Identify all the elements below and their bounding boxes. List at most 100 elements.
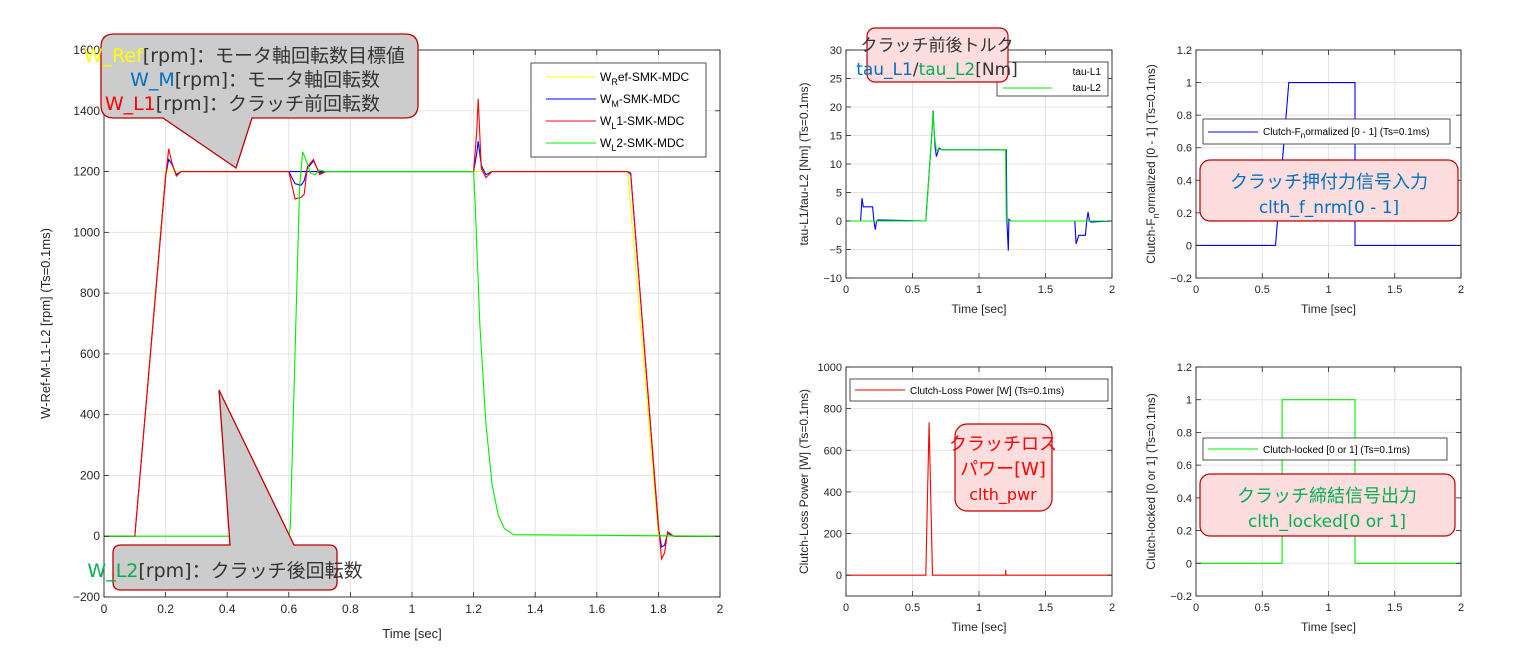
callout-motor-speeds: W_Ref[rpm]：モータ軸回転数目標値 W_M[rpm]：モータ軸回転数 W… xyxy=(84,33,419,170)
torque-x-axis-label: Time [sec] xyxy=(952,302,1007,316)
label-w-l1: W_L1 xyxy=(105,93,156,115)
force-legend: Clutch-Fnormalized [0 - 1] (Ts=0.1ms) xyxy=(1202,118,1451,145)
svg-text:0: 0 xyxy=(93,529,100,543)
svg-text:0: 0 xyxy=(843,284,849,296)
svg-text:2: 2 xyxy=(1109,284,1115,296)
legend-item-w-m: WM-SMK-MDC xyxy=(546,92,680,109)
svg-text:1: 1 xyxy=(1186,78,1192,90)
main-plot-lines xyxy=(104,98,721,561)
svg-text:0: 0 xyxy=(836,570,842,582)
force-plot-lines xyxy=(1196,82,1461,246)
series-line xyxy=(846,112,1112,222)
svg-text:クラッチ締結信号出力: クラッチ締結信号出力 xyxy=(1237,486,1417,507)
svg-text:1: 1 xyxy=(1186,395,1192,407)
svg-text:クラッチ前後トルク: クラッチ前後トルク xyxy=(861,36,1014,56)
svg-text:1: 1 xyxy=(976,284,982,296)
legend-item-tau-l1: tau-L1 xyxy=(1073,67,1102,78)
force-axis-ticks: 0 0.5 1 1.5 2−0.200.20.40.60.811.2 xyxy=(1170,45,1464,296)
svg-text:0: 0 xyxy=(101,602,108,616)
legend-item-locked: Clutch-locked [0 or 1] (Ts=0.1ms) xyxy=(1263,445,1410,456)
svg-text:W_L1[rpm]：クラッチ前回転数: W_L1[rpm]：クラッチ前回転数 xyxy=(105,93,380,115)
force-y-axis-label: Clutch-Fnormalized [0 - 1] (Ts=0.1ms) xyxy=(1144,64,1161,263)
torque-axis-ticks: 0 0.5 1 1.5 2 −10 −5 0 5 10 15 20 25 30 xyxy=(823,45,1115,296)
svg-text:0.6: 0.6 xyxy=(1177,460,1192,472)
svg-text:1: 1 xyxy=(1325,284,1331,296)
svg-text:0: 0 xyxy=(1186,240,1192,252)
svg-text:25: 25 xyxy=(830,74,842,86)
label-w-l2: W_L2 xyxy=(87,560,138,582)
svg-text:WL1-SMK-MDC: WL1-SMK-MDC xyxy=(600,114,685,131)
torque-legend: tau-L1 tau-L2 xyxy=(996,61,1109,97)
legend-item-w-l2: WL2-SMK-MDC xyxy=(546,136,685,153)
svg-text:2: 2 xyxy=(1109,602,1115,614)
power-plot-lines xyxy=(846,422,1112,576)
svg-text:1.5: 1.5 xyxy=(1387,602,1402,614)
svg-text:400: 400 xyxy=(80,408,100,422)
svg-text:1.5: 1.5 xyxy=(1038,602,1053,614)
force-x-axis-label: Time [sec] xyxy=(1301,302,1356,316)
svg-text:2: 2 xyxy=(717,602,724,616)
svg-text:15: 15 xyxy=(830,131,842,143)
svg-text:2: 2 xyxy=(1458,602,1464,614)
main-y-axis-label: W-Ref-M-L1-L2 [rpm] (Ts=0.1ms) xyxy=(38,228,53,419)
svg-text:1: 1 xyxy=(976,602,982,614)
svg-text:1: 1 xyxy=(409,602,416,616)
svg-text:clth_f_nrm[0 - 1]: clth_f_nrm[0 - 1] xyxy=(1259,198,1399,218)
series-line xyxy=(1196,82,1461,246)
power-axis-ticks: 0 0.5 1 1.5 2 0 200 400 600 800 1000 xyxy=(818,362,1116,614)
svg-text:800: 800 xyxy=(824,404,842,416)
torque-y-axis-label: tau-L1/tau-L2 [Nm] (Ts=0.1ms) xyxy=(797,82,811,245)
svg-text:1: 1 xyxy=(1325,602,1331,614)
svg-text:10: 10 xyxy=(830,159,842,171)
callout-force: クラッチ押付力信号入力 clth_f_nrm[0 - 1] xyxy=(1199,159,1459,222)
svg-text:0.2: 0.2 xyxy=(1177,208,1192,220)
svg-text:1.8: 1.8 xyxy=(650,602,667,616)
svg-text:0.8: 0.8 xyxy=(342,602,359,616)
power-legend: Clutch-Loss Power [W] (Ts=0.1ms) xyxy=(849,378,1109,402)
svg-text:1600: 1600 xyxy=(73,43,100,57)
svg-text:1200: 1200 xyxy=(73,165,100,179)
legend-item-force: Clutch-Fnormalized [0 - 1] (Ts=0.1ms) xyxy=(1263,127,1429,140)
svg-text:1.6: 1.6 xyxy=(588,602,605,616)
main-x-axis-label: Time [sec] xyxy=(382,626,441,641)
svg-text:0.8: 0.8 xyxy=(1177,427,1192,439)
locked-axis-ticks: 0 0.5 1 1.5 2−0.200.20.40.60.811.2 xyxy=(1170,362,1464,614)
svg-text:W_M[rpm]：モータ軸回転数: W_M[rpm]：モータ軸回転数 xyxy=(130,69,380,91)
callout-clutch-output-speed: W_L2[rpm]：クラッチ後回転数 xyxy=(87,389,363,591)
svg-text:0.2: 0.2 xyxy=(157,602,174,616)
svg-text:0: 0 xyxy=(843,602,849,614)
locked-legend: Clutch-locked [0 or 1] (Ts=0.1ms) xyxy=(1202,437,1448,461)
svg-text:W_Ref[rpm]：モータ軸回転数目標値: W_Ref[rpm]：モータ軸回転数目標値 xyxy=(84,45,405,67)
svg-text:clth_locked[0 or 1]: clth_locked[0 or 1] xyxy=(1248,512,1406,532)
svg-text:0.5: 0.5 xyxy=(1255,602,1270,614)
svg-text:0: 0 xyxy=(1193,602,1199,614)
svg-text:−200: −200 xyxy=(73,590,100,604)
svg-text:clth_pwr: clth_pwr xyxy=(969,485,1037,505)
svg-text:−0.2: −0.2 xyxy=(1170,273,1192,285)
series-line xyxy=(104,151,721,537)
legend-item-tau-l2: tau-L2 xyxy=(1073,83,1102,94)
svg-text:WM-SMK-MDC: WM-SMK-MDC xyxy=(600,92,680,109)
locked-y-axis-label: Clutch-locked [0 or 1] (Ts=0.1ms) xyxy=(1144,393,1158,569)
svg-text:0.5: 0.5 xyxy=(1255,284,1270,296)
series-line xyxy=(1196,399,1461,564)
svg-text:0: 0 xyxy=(1193,284,1199,296)
svg-text:0.4: 0.4 xyxy=(219,602,236,616)
locked-plot-lines xyxy=(1196,399,1461,564)
svg-text:0.5: 0.5 xyxy=(905,602,920,614)
main-legend: WRef-SMK-MDC WM-SMK-MDC WL1-SMK-MDC WL2-… xyxy=(530,62,707,158)
power-y-axis-label: Clutch-Loss Power [W] (Ts=0.1ms) xyxy=(797,389,811,574)
series-line xyxy=(846,422,1112,576)
svg-text:WRef-SMK-MDC: WRef-SMK-MDC xyxy=(600,70,689,87)
svg-text:200: 200 xyxy=(80,468,100,482)
locked-x-axis-label: Time [sec] xyxy=(1301,620,1356,634)
legend-item-w-l1: WL1-SMK-MDC xyxy=(546,114,685,131)
svg-text:1000: 1000 xyxy=(73,225,100,239)
svg-text:0.6: 0.6 xyxy=(280,602,297,616)
svg-text:クラッチ押付力信号入力: クラッチ押付力信号入力 xyxy=(1230,172,1428,193)
svg-text:20: 20 xyxy=(830,102,842,114)
svg-text:200: 200 xyxy=(824,529,842,541)
svg-text:800: 800 xyxy=(80,286,100,300)
svg-text:2: 2 xyxy=(1458,284,1464,296)
